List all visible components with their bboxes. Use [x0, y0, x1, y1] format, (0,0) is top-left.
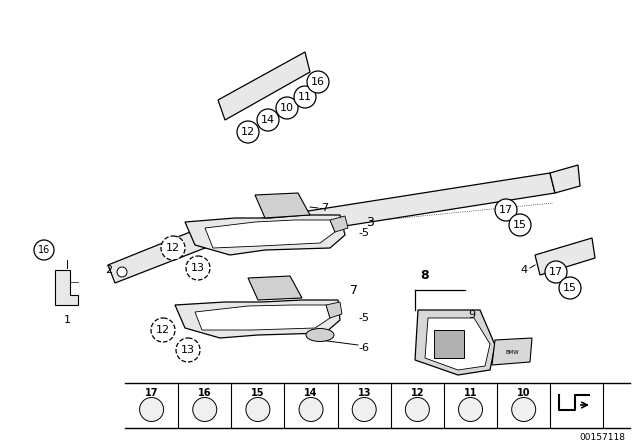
- Polygon shape: [205, 220, 335, 248]
- Text: 15: 15: [251, 388, 265, 398]
- Circle shape: [299, 397, 323, 422]
- Circle shape: [559, 277, 581, 299]
- Text: 17: 17: [499, 205, 513, 215]
- Text: 10: 10: [517, 388, 531, 398]
- Circle shape: [193, 397, 217, 422]
- Text: 13: 13: [191, 263, 205, 273]
- Circle shape: [294, 86, 316, 108]
- Circle shape: [246, 397, 270, 422]
- Text: 1: 1: [63, 315, 70, 325]
- Circle shape: [176, 338, 200, 362]
- Polygon shape: [218, 52, 310, 120]
- Text: 12: 12: [411, 388, 424, 398]
- Text: 00157118: 00157118: [579, 433, 625, 442]
- Circle shape: [140, 397, 164, 422]
- Polygon shape: [185, 215, 345, 255]
- Polygon shape: [330, 216, 348, 232]
- Text: 7: 7: [350, 284, 358, 297]
- Text: 12: 12: [156, 325, 170, 335]
- Circle shape: [352, 397, 376, 422]
- Circle shape: [509, 214, 531, 236]
- Text: -6: -6: [358, 343, 369, 353]
- Text: 13: 13: [358, 388, 371, 398]
- Circle shape: [237, 121, 259, 143]
- Polygon shape: [108, 228, 205, 283]
- Ellipse shape: [306, 328, 334, 341]
- FancyBboxPatch shape: [434, 330, 464, 358]
- Text: 12: 12: [241, 127, 255, 137]
- Text: 16: 16: [198, 388, 211, 398]
- Circle shape: [405, 397, 429, 422]
- Circle shape: [257, 109, 279, 131]
- Polygon shape: [195, 305, 330, 330]
- Text: BMW: BMW: [505, 349, 519, 354]
- Text: 10: 10: [280, 103, 294, 113]
- Text: 4: 4: [521, 265, 528, 275]
- Polygon shape: [492, 338, 532, 365]
- Polygon shape: [535, 238, 595, 275]
- Text: 11: 11: [298, 92, 312, 102]
- Polygon shape: [175, 300, 340, 338]
- Circle shape: [276, 97, 298, 119]
- Polygon shape: [55, 270, 78, 305]
- Circle shape: [512, 397, 536, 422]
- Text: 3: 3: [366, 215, 374, 228]
- Circle shape: [151, 318, 175, 342]
- Circle shape: [307, 71, 329, 93]
- Polygon shape: [248, 276, 302, 300]
- Text: 8: 8: [420, 269, 429, 282]
- Circle shape: [186, 256, 210, 280]
- Text: 16: 16: [311, 77, 325, 87]
- Text: 17: 17: [549, 267, 563, 277]
- Circle shape: [34, 240, 54, 260]
- Text: 14: 14: [304, 388, 318, 398]
- Polygon shape: [425, 318, 490, 370]
- Circle shape: [161, 236, 185, 260]
- Text: -7: -7: [318, 203, 329, 213]
- Circle shape: [117, 267, 127, 277]
- Text: -5: -5: [358, 313, 369, 323]
- Polygon shape: [415, 310, 495, 375]
- Circle shape: [495, 199, 517, 221]
- Text: 11: 11: [464, 388, 477, 398]
- Text: 9: 9: [468, 310, 475, 320]
- Polygon shape: [326, 302, 342, 318]
- Text: 16: 16: [38, 245, 50, 255]
- Text: 15: 15: [563, 283, 577, 293]
- Text: 14: 14: [261, 115, 275, 125]
- Text: 17: 17: [145, 388, 158, 398]
- Polygon shape: [200, 173, 555, 248]
- Text: 2: 2: [105, 265, 112, 275]
- Text: 13: 13: [181, 345, 195, 355]
- Text: 15: 15: [513, 220, 527, 230]
- Polygon shape: [255, 193, 310, 218]
- Text: -5: -5: [358, 228, 369, 238]
- Circle shape: [545, 261, 567, 283]
- Polygon shape: [550, 165, 580, 193]
- Circle shape: [458, 397, 483, 422]
- Text: 12: 12: [166, 243, 180, 253]
